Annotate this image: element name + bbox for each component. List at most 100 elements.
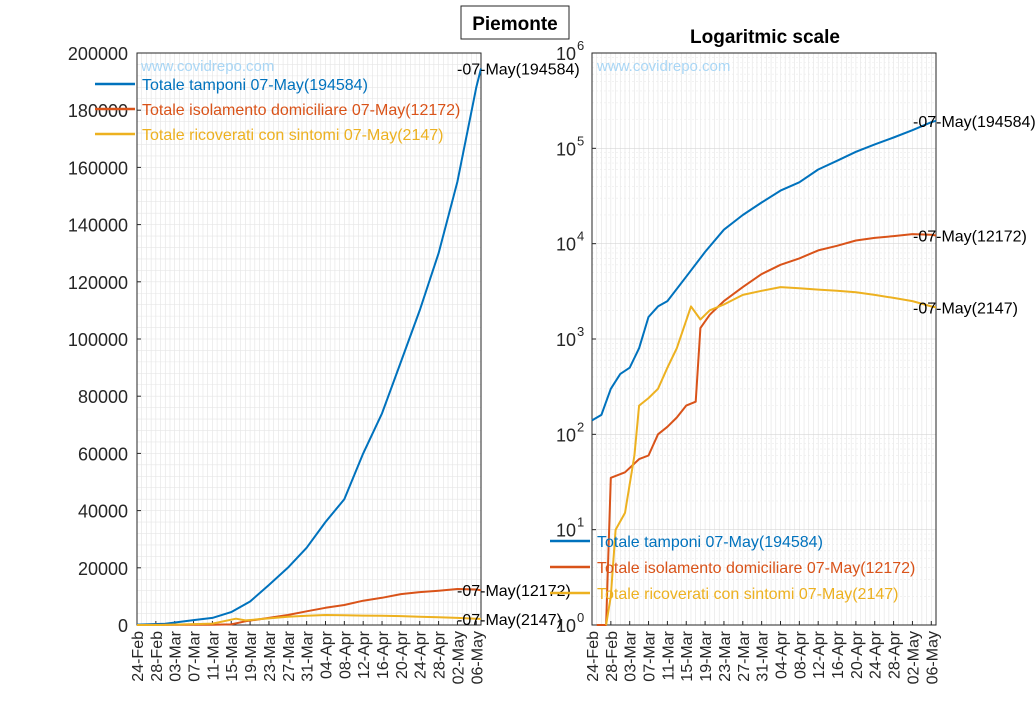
legend-entry: Totale ricoverati con sintomi 07-May(214… — [142, 127, 443, 144]
figure-title: Piemonte — [460, 5, 570, 40]
x-tick-label: 04-Apr — [773, 630, 790, 679]
x-tick-label: 19-Mar — [243, 630, 260, 681]
end-label: -07-May(2147) — [457, 612, 562, 629]
x-tick-label: 24-Feb — [130, 631, 147, 682]
x-tick-label: 12-Apr — [356, 630, 373, 679]
legend-entry: Totale isolamento domiciliare 07-May(121… — [142, 102, 460, 119]
y-tick-label: 10 4 — [556, 229, 584, 255]
x-tick-label: 04-Apr — [318, 630, 335, 679]
y-tick-label: 0 — [118, 616, 128, 636]
x-tick-label: 20-Apr — [394, 630, 411, 679]
svg-text:6: 6 — [577, 38, 584, 53]
log-x-ticks: 24-Feb 28-Feb 03-Mar 07-Mar 11-Mar 15-Mar 19-M… — [585, 621, 941, 684]
x-tick-label: 24-Feb — [585, 631, 602, 682]
x-tick-label: 31-Mar — [755, 630, 772, 681]
y-tick-label: 10 6 — [556, 38, 584, 64]
svg-text:2: 2 — [577, 419, 584, 434]
y-tick-label: 10 3 — [556, 324, 584, 350]
log-chart-title: Logaritmic scale — [690, 27, 840, 48]
x-tick-label: 27-Mar — [281, 630, 298, 681]
y-tick-label: 10 1 — [556, 515, 584, 541]
y-tick-label: 40000 — [78, 502, 128, 522]
svg-text:3: 3 — [577, 324, 584, 339]
end-label: -07-May(12172) — [457, 583, 571, 600]
legend-entry: Totale ricoverati con sintomi 07-May(214… — [597, 586, 898, 603]
y-tick-label: 80000 — [78, 387, 128, 407]
x-tick-label: 12-Apr — [811, 630, 828, 679]
series-line-ricoverati — [605, 286, 937, 626]
svg-text:1: 1 — [577, 515, 584, 530]
y-tick-label: 10 5 — [556, 133, 584, 159]
linear-series-lines — [136, 68, 482, 626]
x-tick-label: 28-Apr — [887, 630, 904, 679]
log-legend: Totale tamponi 07-May(194584) Totale isol… — [550, 534, 915, 603]
y-tick-label: 10 0 — [556, 610, 584, 636]
x-tick-label: 27-Mar — [736, 630, 753, 681]
svg-text:4: 4 — [577, 229, 584, 244]
x-tick-label: 28-Apr — [432, 630, 449, 679]
x-tick-label: 19-Mar — [698, 630, 715, 681]
x-tick-label: 16-Apr — [830, 630, 847, 679]
y-tick-label: 10 2 — [556, 419, 584, 445]
y-tick-label: 180000 — [68, 101, 128, 121]
svg-text:10: 10 — [556, 616, 576, 636]
x-tick-label: 11-Mar — [205, 630, 222, 680]
linear-end-labels: -07-May(194584) -07-May(12172) -07-May(214… — [457, 61, 580, 628]
x-tick-label: 08-Apr — [792, 630, 809, 679]
x-tick-label: 28-Feb — [149, 631, 166, 682]
x-tick-label: 24-Apr — [413, 630, 430, 679]
svg-text:10: 10 — [556, 44, 576, 64]
linear-x-ticks: 24-Feb 28-Feb 03-Mar 07-Mar 11-Mar 15-Mar 19-M… — [130, 621, 486, 684]
y-tick-label: 140000 — [68, 216, 128, 236]
x-tick-label: 06-May — [469, 631, 486, 684]
x-tick-label: 23-Mar — [717, 630, 734, 681]
svg-text:10: 10 — [556, 330, 576, 350]
x-tick-label: 07-Mar — [642, 630, 659, 681]
x-tick-label: 06-May — [924, 631, 941, 684]
series-line-ricoverati — [137, 614, 482, 626]
x-tick-label: 15-Mar — [679, 630, 696, 681]
legend-entry: Totale tamponi 07-May(194584) — [597, 534, 823, 551]
svg-text:5: 5 — [577, 133, 584, 148]
log-end-labels: -07-May(194584) -07-May(12172) -07-May(214… — [913, 114, 1036, 318]
x-tick-label: 24-Apr — [868, 630, 885, 679]
y-tick-label: 160000 — [68, 158, 128, 178]
x-tick-label: 16-Apr — [375, 630, 392, 679]
linear-chart: 0 20000 40000 60000 80000 100000 120000 140000 1… — [68, 44, 580, 684]
y-tick-label: 60000 — [78, 444, 128, 464]
x-tick-label: 02-May — [905, 631, 922, 684]
x-tick-label: 07-Mar — [187, 630, 204, 681]
x-tick-label: 28-Feb — [604, 631, 621, 682]
legend-entry: Totale tamponi 07-May(194584) — [142, 77, 368, 94]
y-tick-label: 20000 — [78, 559, 128, 579]
linear-legend: Totale tamponi 07-May(194584) Totale isol… — [95, 77, 460, 144]
x-tick-label: 15-Mar — [224, 630, 241, 681]
x-tick-label: 31-Mar — [300, 630, 317, 681]
series-line-tamponi — [591, 119, 937, 422]
end-label: -07-May(2147) — [913, 300, 1018, 317]
linear-grid — [136, 52, 482, 626]
svg-text:10: 10 — [556, 139, 576, 159]
x-tick-label: 23-Mar — [262, 630, 279, 681]
x-tick-label: 20-Apr — [849, 630, 866, 679]
x-tick-label: 11-Mar — [660, 630, 677, 680]
svg-text:0: 0 — [577, 610, 584, 625]
linear-y-ticks: 0 20000 40000 60000 80000 100000 120000 140000 1… — [68, 44, 141, 636]
svg-text:10: 10 — [556, 425, 576, 445]
series-line-isolamento — [136, 588, 482, 626]
y-tick-label: 100000 — [68, 330, 128, 350]
svg-text:10: 10 — [556, 235, 576, 255]
legend-entry: Totale isolamento domiciliare 07-May(121… — [597, 560, 915, 577]
end-label: -07-May(194584) — [457, 61, 580, 78]
x-tick-label: 03-Mar — [623, 630, 640, 681]
linear-watermark: www.covidrepo.com — [140, 58, 274, 75]
x-tick-label: 02-May — [450, 631, 467, 684]
figure-title-text: Piemonte — [472, 14, 558, 35]
y-tick-label: 120000 — [68, 273, 128, 293]
log-watermark: www.covidrepo.com — [596, 58, 730, 75]
series-line-tamponi — [136, 68, 482, 626]
log-grid — [591, 53, 937, 626]
